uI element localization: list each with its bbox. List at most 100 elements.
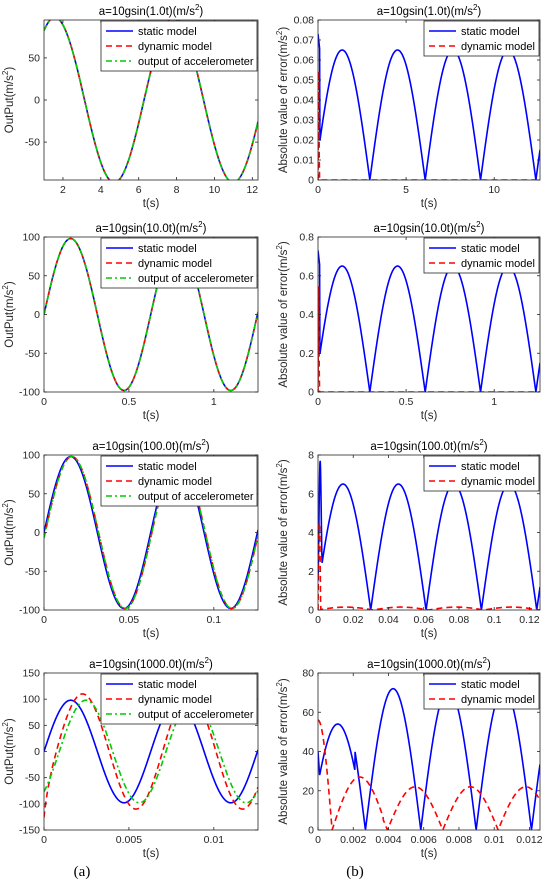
legend-label: static model: [138, 679, 197, 691]
x-tick-label: 0.1: [207, 614, 222, 626]
y-tick-label: 50: [28, 270, 40, 282]
y-tick-label: 0.06: [294, 55, 315, 67]
y-tick-label: 0.07: [294, 35, 315, 47]
x-tick-label: 0.5: [399, 396, 414, 408]
y-tick-label: 50: [28, 488, 40, 500]
y-axis-label: OutPut(m/s2): [1, 67, 16, 134]
y-tick-label: 0.6: [299, 270, 314, 282]
y-tick-label: 4: [308, 527, 314, 539]
x-tick-label: 0.08: [449, 614, 470, 626]
chart-title: a=10gsin(1000.0t)(m/s2): [367, 656, 491, 671]
x-tick-label: 0: [41, 396, 47, 408]
y-tick-label: -50: [25, 566, 40, 578]
x-tick-label: 0: [41, 834, 47, 846]
y-tick-label: 0: [308, 387, 314, 399]
chart-title: a=10gsin(1.0t)(m/s2): [99, 3, 204, 18]
x-tick-label: 6: [136, 184, 142, 196]
chart-title: a=10gsin(10.0t)(m/s2): [96, 220, 207, 235]
legend-label: output of accelerometer: [138, 491, 254, 503]
chart-a1: 2 4 6 8 10 12 -50 0 50 a=10gsin(1.0t)(m/s2) t(s) Ou…: [1, 3, 259, 210]
y-axis-label: Absolute value of error(m/s2): [275, 241, 290, 388]
y-tick-label: 50: [28, 52, 40, 64]
legend: static model dynamic model: [423, 20, 540, 57]
x-tick-label: 0.005: [116, 834, 142, 846]
legend-label: dynamic model: [461, 476, 535, 488]
y-tick-label: 0: [34, 309, 40, 321]
x-tick-label: 1: [491, 396, 497, 408]
x-axis-label: t(s): [143, 198, 160, 210]
legend-label: dynamic model: [461, 258, 535, 270]
x-tick-label: 0.008: [446, 834, 472, 846]
x-tick-label: 0.004: [375, 834, 401, 846]
y-tick-label: 0: [308, 605, 314, 617]
legend-box: [423, 673, 540, 710]
y-axis-label: OutPut(m/s2): [1, 281, 16, 348]
x-tick-label: 0.1: [487, 614, 502, 626]
x-tick-label: 5: [403, 184, 409, 196]
y-tick-label: 0.01: [294, 155, 315, 167]
y-tick-label: 100: [22, 694, 40, 706]
chart-title: a=10gsin(1.0t)(m/s2): [377, 3, 482, 18]
x-tick-label: 0.01: [204, 834, 225, 846]
chart-title: a=10gsin(1000.0t)(m/s2): [89, 656, 213, 671]
x-tick-label: 0.002: [340, 834, 366, 846]
y-axis-label: Absolute value of error(m/s2): [275, 27, 290, 174]
legend-label: dynamic model: [138, 476, 212, 488]
legend-label: static model: [461, 243, 520, 255]
legend-label: dynamic model: [138, 694, 212, 706]
x-tick-label: 0.5: [122, 396, 137, 408]
x-tick-label: 0.06: [413, 614, 434, 626]
x-tick-label: 10: [209, 184, 221, 196]
legend: static model dynamic model output of accel…: [100, 20, 258, 72]
chart-b3: 0 0.02 0.04 0.06 0.08 0.1 0.12 0 2 4 6 8 a=10gsin(10…: [275, 438, 541, 640]
y-tick-label: 0.04: [294, 95, 315, 107]
caption-a: (a): [73, 864, 91, 880]
x-axis-label: t(s): [421, 848, 438, 860]
legend: static model dynamic model output of accel…: [100, 673, 258, 725]
y-tick-label: 0.02: [294, 135, 315, 147]
series-output-of-accelerometer: [44, 455, 258, 610]
series-static-model: [44, 699, 258, 804]
y-tick-label: -100: [19, 605, 40, 617]
chart-title: a=10gsin(100.0t)(m/s2): [370, 438, 487, 453]
y-tick-label: -50: [25, 137, 40, 149]
x-tick-label: 1: [211, 396, 217, 408]
legend-box: [423, 20, 540, 57]
legend-box: [423, 455, 540, 492]
x-tick-label: 0.006: [411, 834, 437, 846]
x-axis-label: t(s): [421, 410, 438, 422]
x-tick-label: 12: [246, 184, 258, 196]
legend-box: [423, 237, 540, 274]
series-dynamic-model: [44, 693, 258, 818]
x-tick-label: 0.01: [484, 834, 505, 846]
chart-b4: 0 0.002 0.004 0.006 0.008 0.01 0.012 0 20 40 60 80 a…: [275, 656, 543, 860]
x-axis-label: t(s): [143, 628, 160, 640]
legend: static model dynamic model: [423, 237, 540, 274]
chart-b1: 0 5 10 0 0.01 0.02 0.03 0.04 0.05 0.06 0.07 0.08 a=1…: [275, 3, 541, 210]
legend-label: static model: [461, 461, 520, 473]
x-tick-label: 0.12: [519, 614, 540, 626]
chart-a2: 0 0.5 1 -100 -50 0 50 100 a=10gsin(10.0t)(m/s2) t…: [1, 220, 259, 422]
series-static-model: [318, 460, 540, 610]
legend: static model dynamic model: [423, 455, 540, 492]
legend-label: dynamic model: [461, 41, 535, 53]
y-tick-label: 0.05: [294, 75, 315, 87]
legend-label: output of accelerometer: [138, 709, 254, 721]
y-axis-label: Absolute value of error(m/s2): [275, 459, 290, 606]
y-tick-label: 6: [308, 488, 314, 500]
x-tick-label: 2: [60, 184, 66, 196]
legend-label: static model: [138, 26, 197, 38]
series-output-of-accelerometer: [44, 237, 258, 392]
legend-label: dynamic model: [138, 258, 212, 270]
x-axis-label: t(s): [143, 848, 160, 860]
x-tick-label: 0: [315, 834, 321, 846]
x-tick-label: 0: [315, 184, 321, 196]
legend-label: static model: [138, 461, 197, 473]
chart-b2: 0 0.5 1 0 0.2 0.4 0.6 0.8 a=10gsin(10.0t)(m/s2) t…: [275, 220, 541, 422]
chart-a3: 0 0.05 0.1 -100 -50 0 50 100 a=10gsin(100.0t)(m/…: [1, 438, 259, 640]
y-axis-label: OutPut(m/s2): [1, 499, 16, 566]
y-tick-label: 100: [22, 232, 40, 244]
x-axis-label: t(s): [421, 628, 438, 640]
x-tick-label: 10: [488, 184, 500, 196]
